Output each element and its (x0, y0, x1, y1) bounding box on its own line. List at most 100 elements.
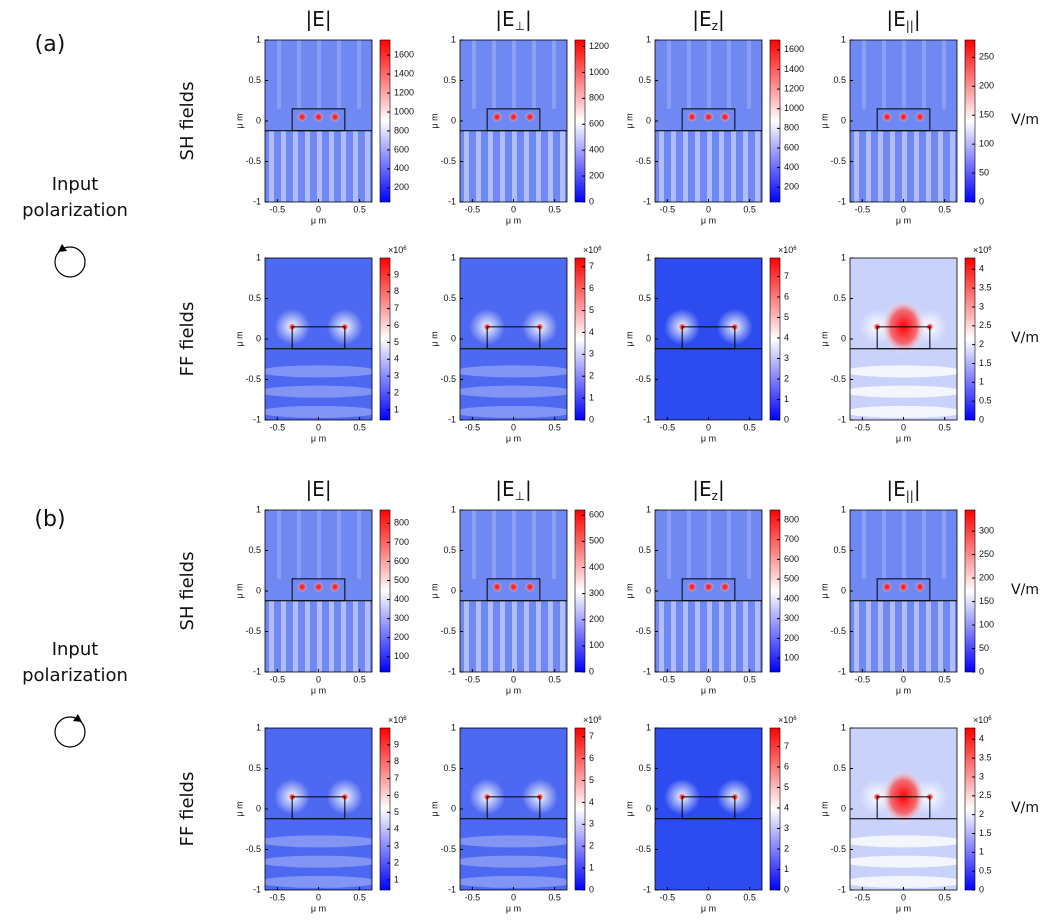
y-tick-label: 0 (841, 333, 846, 343)
stripe (938, 600, 943, 672)
heatmap (460, 40, 567, 202)
colorbar-tick-label: 300 (979, 526, 994, 536)
hotspot (297, 111, 308, 122)
colorbar-tick-label: 400 (784, 162, 799, 172)
x-tick-label: -0.5 (270, 204, 286, 214)
hotspot (882, 111, 893, 122)
colorbar-tick-label: 200 (784, 182, 799, 192)
y-tick-label: -1 (643, 666, 651, 676)
title-open: |E (495, 7, 514, 31)
colorbar-tick-label: 400 (394, 594, 409, 604)
colorbar (379, 257, 391, 421)
colorbar (574, 39, 586, 203)
column-title: |Ez| (692, 477, 724, 503)
stripe (560, 600, 565, 672)
colorbar-tick-label: 3 (394, 371, 399, 381)
colorbar-tick-label: 3 (979, 771, 984, 781)
y-tick-label: -1 (838, 884, 846, 894)
colorbar-tick-label: 400 (784, 593, 799, 603)
stripe (560, 130, 565, 202)
stripe-top (472, 510, 476, 579)
row-label: SH fields (177, 552, 198, 631)
stripe-top (667, 510, 671, 579)
x-tick-label: -0.5 (270, 422, 286, 432)
colorbar-tick-label: 2 (394, 387, 399, 397)
y-axis-label: μ m (429, 801, 439, 816)
hotspot (508, 581, 519, 592)
stripe (731, 130, 736, 202)
stripe (695, 130, 700, 202)
stripe-top (532, 510, 536, 579)
x-tick-label: 0.5 (938, 892, 951, 902)
colorbar-tick-label: 0 (589, 196, 594, 206)
y-tick-label: 1 (451, 34, 456, 44)
y-tick-label: 0.5 (833, 763, 846, 773)
colorbar-tick-label: 7 (589, 731, 594, 741)
input-label: Input (52, 174, 99, 195)
colorbar-tick-label: 1200 (394, 87, 414, 97)
colorbar-tick-label: 100 (784, 653, 799, 663)
colorbar-tick-label: 3 (589, 349, 594, 359)
y-tick-label: 1 (256, 252, 261, 262)
colorbar-tick-label: 0 (784, 884, 789, 894)
colorbar-tick-label: 0 (589, 414, 594, 424)
y-tick-label: 0 (451, 115, 456, 125)
colorbar-tick-label: 2 (589, 371, 594, 381)
stripe (269, 130, 274, 202)
stripe (293, 600, 298, 672)
stripe (926, 600, 931, 672)
x-axis-label: μ m (506, 685, 521, 695)
x-tick-label: -0.5 (855, 204, 871, 214)
band (460, 855, 567, 868)
colorbar (769, 727, 781, 891)
stripe-top (277, 40, 281, 109)
colorbar-tick-label: 800 (589, 93, 604, 103)
y-tick-label: 1 (256, 34, 261, 44)
colorbar-tick-label: 300 (589, 588, 604, 598)
y-tick-label: -0.5 (440, 156, 456, 166)
band (265, 405, 372, 418)
hotspot (492, 111, 503, 122)
colorbar-tick-label: 250 (979, 52, 994, 62)
colorbar-tick-label: 100 (979, 139, 994, 149)
colorbar-tick-label: 600 (589, 510, 604, 520)
band (265, 365, 372, 378)
hotspot (297, 581, 308, 592)
colorbar-tick-label: 300 (784, 613, 799, 623)
x-tick-label: 0 (316, 892, 321, 902)
colorbar-tick-label: 1 (784, 864, 789, 874)
colorbar-tick-label: 3 (784, 353, 789, 363)
x-tick-label: 0.5 (353, 422, 366, 432)
column-title: |E⊥| (495, 7, 532, 33)
y-tick-label: -1 (448, 414, 456, 424)
title-sub: || (906, 19, 914, 33)
colorbar-tick-label: 500 (589, 536, 604, 546)
stripe-top (727, 40, 731, 109)
stripe (755, 130, 760, 202)
colorbar-tick-label: 0.5 (979, 396, 992, 406)
y-tick-label: 0 (841, 585, 846, 595)
scale-base: ×10 (778, 715, 793, 725)
title-close: | (914, 7, 921, 31)
hotspot (719, 111, 730, 122)
colorbar-tick-label: 4 (784, 802, 789, 812)
polarization-arrow (73, 714, 82, 722)
x-tick-label: -0.5 (465, 204, 481, 214)
scale-exp: 6 (793, 246, 797, 252)
title-open: |E (692, 7, 711, 31)
colorbar-tick-label: 6 (589, 283, 594, 293)
title-text: |E| (305, 7, 331, 31)
scale-exp: 6 (988, 716, 992, 722)
y-tick-label: 1 (841, 722, 846, 732)
x-tick-label: 0.5 (743, 674, 756, 684)
heatmap (655, 510, 762, 672)
column-title: |E⊥| (495, 477, 532, 503)
colorbar-tick-label: 1 (979, 377, 984, 387)
colorbar-tick-label: 1600 (394, 50, 414, 60)
colorbar-scale: ×106 (778, 245, 797, 255)
colorbar-tick-label: 5 (784, 312, 789, 322)
stripe (695, 600, 700, 672)
stripe (914, 130, 919, 202)
y-tick-label: -0.5 (830, 156, 846, 166)
y-tick-label: -1 (643, 884, 651, 894)
